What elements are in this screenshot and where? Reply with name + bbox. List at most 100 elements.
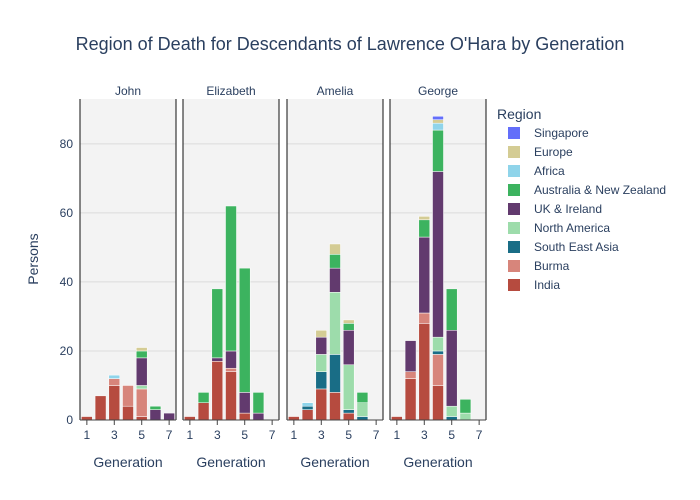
bar-segment-burma[interactable]: [432, 354, 444, 386]
legend-item-south-east-asia[interactable]: South East Asia: [508, 240, 619, 254]
bar-segment-uk-and-ireland[interactable]: [342, 330, 355, 366]
bar-segment-uk-and-ireland[interactable]: [238, 392, 251, 414]
bar-segment-uk-and-ireland[interactable]: [445, 330, 458, 407]
bar-segment-india[interactable]: [238, 412, 251, 421]
bar-segment-north-america[interactable]: [432, 336, 444, 352]
bar-segment-uk-and-ireland[interactable]: [404, 340, 417, 372]
bar-segment-africa[interactable]: [432, 122, 444, 131]
bar-segment-north-america[interactable]: [342, 364, 355, 410]
bar-segment-australia-and-new-zealand[interactable]: [211, 288, 224, 359]
bar-segment-uk-and-ireland[interactable]: [225, 350, 237, 369]
bar-segment-europe[interactable]: [329, 243, 341, 255]
bar-segment-india[interactable]: [315, 388, 328, 421]
bar-segment-australia-and-new-zealand[interactable]: [329, 254, 341, 269]
bar-segment-india[interactable]: [391, 416, 403, 421]
bar-segment-north-america[interactable]: [356, 402, 369, 417]
legend-item-africa[interactable]: Africa: [508, 164, 565, 178]
bar-segment-australia-and-new-zealand[interactable]: [445, 288, 458, 331]
bar-segment-australia-and-new-zealand[interactable]: [356, 392, 369, 403]
bar-segment-europe[interactable]: [432, 119, 444, 124]
bar-segment-india[interactable]: [418, 323, 431, 421]
bar-segment-burma[interactable]: [418, 312, 431, 324]
bar-segment-uk-and-ireland[interactable]: [149, 409, 162, 421]
bar-segment-uk-and-ireland[interactable]: [252, 412, 265, 421]
bar-segment-south-east-asia[interactable]: [315, 371, 328, 390]
bar-segment-burma[interactable]: [122, 385, 134, 407]
bar-segment-uk-and-ireland[interactable]: [135, 357, 148, 386]
bar-segment-burma[interactable]: [225, 367, 237, 372]
bar-segment-north-america[interactable]: [135, 385, 148, 390]
legend-label: Singapore: [534, 126, 589, 140]
bar-segment-uk-and-ireland[interactable]: [211, 357, 224, 362]
bar-segment-europe[interactable]: [315, 330, 328, 338]
bar-segment-australia-and-new-zealand[interactable]: [238, 267, 251, 393]
legend-item-india[interactable]: India: [508, 278, 560, 292]
bar-segment-north-america[interactable]: [315, 354, 328, 372]
bar-segment-europe[interactable]: [342, 319, 355, 324]
legend[interactable]: Region Singapore Europe Africa Australia & …: [497, 106, 666, 292]
legend-item-north-america[interactable]: North America: [508, 221, 610, 235]
bar-segment-north-america[interactable]: [329, 292, 341, 355]
bar-segment-australia-and-new-zealand[interactable]: [149, 405, 162, 410]
x-axis-ticks: 1 3 5 7: [291, 420, 380, 442]
bar-segment-india[interactable]: [184, 416, 196, 421]
bar-segment-uk-and-ireland[interactable]: [315, 336, 328, 355]
bar-segment-australia-and-new-zealand[interactable]: [225, 205, 237, 352]
bar-segment-australia-and-new-zealand[interactable]: [252, 392, 265, 414]
bar-segment-india[interactable]: [432, 385, 444, 421]
bar-segment-india[interactable]: [211, 361, 224, 421]
bar-segment-burma[interactable]: [135, 388, 148, 417]
bar-segment-india[interactable]: [301, 409, 314, 421]
bar-segment-india[interactable]: [135, 416, 148, 421]
facet-bars: [391, 116, 472, 421]
bar-segment-india[interactable]: [197, 402, 210, 421]
legend-label: Burma: [534, 259, 570, 273]
bar-segment-africa[interactable]: [108, 374, 121, 379]
bar-segment-australia-and-new-zealand[interactable]: [197, 392, 210, 403]
bar-segment-south-east-asia[interactable]: [356, 416, 369, 421]
y-tick-label: 80: [60, 137, 74, 151]
bar-segment-india[interactable]: [225, 371, 237, 421]
bar-segment-india[interactable]: [94, 395, 107, 421]
bar-segment-south-east-asia[interactable]: [301, 405, 314, 410]
bar-segment-africa[interactable]: [301, 402, 314, 407]
bar-segment-australia-and-new-zealand[interactable]: [432, 129, 444, 172]
bar-segment-uk-and-ireland[interactable]: [432, 171, 444, 338]
bar-segment-uk-and-ireland[interactable]: [329, 267, 341, 293]
legend-item-singapore[interactable]: Singapore: [508, 126, 589, 140]
legend-item-australia-and-new-zealand[interactable]: Australia & New Zealand: [508, 183, 666, 197]
bar-segment-australia-and-new-zealand[interactable]: [342, 323, 355, 331]
legend-title: Region: [497, 106, 541, 122]
bar-segment-australia-and-new-zealand[interactable]: [459, 399, 472, 414]
bar-segment-south-east-asia[interactable]: [445, 416, 458, 421]
bar-segment-south-east-asia[interactable]: [342, 409, 355, 414]
legend-swatch: [508, 184, 520, 196]
facet-elizabeth: Elizabeth 1 3 5 7 Generation: [182, 84, 280, 470]
bar-segment-singapore[interactable]: [432, 116, 444, 120]
legend-item-burma[interactable]: Burma: [508, 259, 570, 273]
bar-segment-south-east-asia[interactable]: [329, 354, 341, 393]
bar-segment-india[interactable]: [342, 412, 355, 421]
bar-segment-australia-and-new-zealand[interactable]: [135, 350, 148, 359]
bar-segment-india[interactable]: [404, 378, 417, 421]
x-tick-label: 3: [318, 428, 325, 442]
bar-segment-australia-and-new-zealand[interactable]: [418, 219, 431, 238]
bar-segment-burma[interactable]: [108, 378, 121, 386]
bar-segment-burma[interactable]: [404, 371, 417, 379]
bar-segment-india[interactable]: [81, 416, 93, 421]
bar-segment-india[interactable]: [288, 416, 300, 421]
legend-item-uk-and-ireland[interactable]: UK & Ireland: [508, 202, 602, 216]
bar-segment-india[interactable]: [108, 385, 121, 421]
bar-segment-north-america[interactable]: [445, 405, 458, 417]
bar-segment-south-east-asia[interactable]: [432, 350, 444, 355]
bar-segment-india[interactable]: [329, 392, 341, 421]
bar-segment-europe[interactable]: [418, 216, 431, 221]
legend-items[interactable]: Singapore Europe Africa Australia & New Zea…: [508, 126, 666, 292]
bar-segment-uk-and-ireland[interactable]: [418, 236, 431, 314]
bar-segment-europe[interactable]: [135, 347, 148, 352]
bar-segment-north-america[interactable]: [459, 412, 472, 421]
bar-segment-uk-and-ireland[interactable]: [163, 412, 175, 421]
bar-segment-india[interactable]: [122, 405, 134, 421]
legend-item-europe[interactable]: Europe: [508, 145, 573, 159]
